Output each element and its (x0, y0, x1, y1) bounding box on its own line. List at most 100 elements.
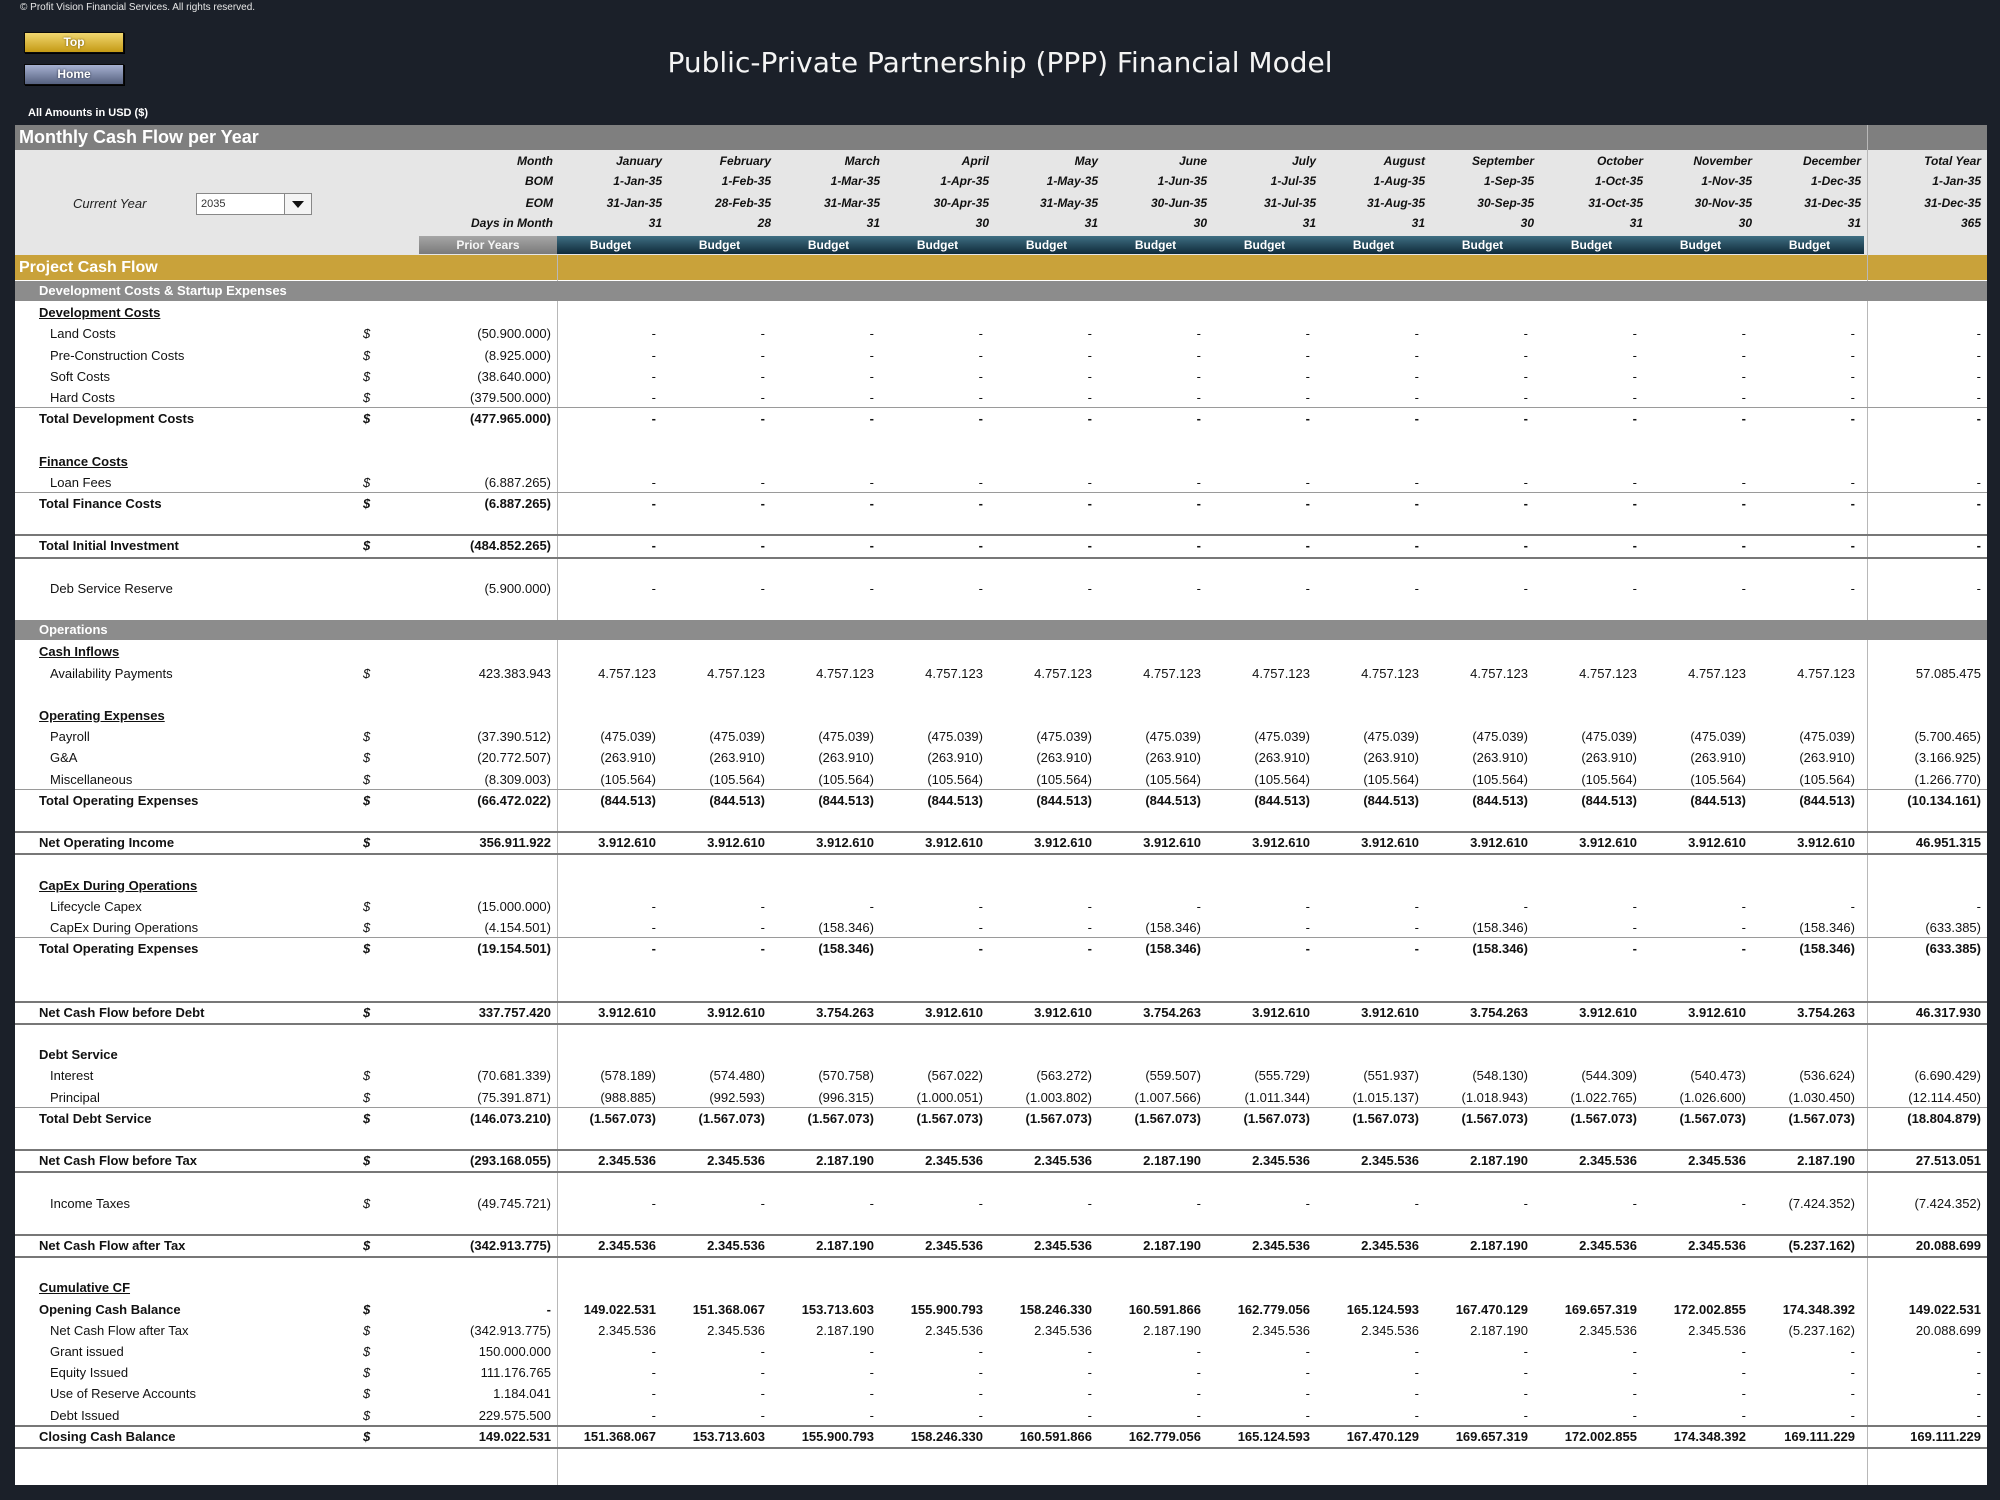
month-header-name: April (961, 154, 989, 168)
subsection-heading: CapEx During Operations (39, 877, 198, 893)
month-value: - (1523, 411, 1528, 427)
header-label: EOM (525, 196, 553, 210)
currency-symbol: $ (363, 898, 371, 914)
month-value: 4.757.123 (1688, 665, 1746, 681)
currency-symbol: $ (363, 368, 371, 384)
prior-years-value: (484.852.265) (470, 538, 551, 554)
month-value: (105.564) (1145, 771, 1201, 787)
month-value: - (760, 920, 765, 935)
currency-symbol: $ (363, 1407, 371, 1423)
month-value: 155.900.793 (910, 1301, 983, 1317)
prior-years-value: (6.887.265) (484, 474, 552, 490)
month-value: (844.513) (927, 792, 983, 808)
cash-flow-sheet: Monthly Cash Flow per Year Current Year … (15, 125, 1987, 1485)
month-value: - (1741, 368, 1746, 384)
total-year-value: - (1976, 898, 1981, 914)
total-year-value: (633.385) (1925, 941, 1981, 957)
month-value: - (1741, 538, 1746, 554)
month-value: - (760, 411, 765, 427)
month-value: 3.912.610 (1361, 835, 1419, 851)
month-value: 3.912.610 (1579, 835, 1637, 851)
month-value: - (1305, 898, 1310, 914)
total-year-value: - (1976, 368, 1981, 384)
month-header-name: August (1383, 154, 1425, 168)
month-value: (475.039) (927, 729, 983, 745)
month-value: 169.111.229 (1784, 1428, 1855, 1444)
row-label: Use of Reserve Accounts (50, 1386, 196, 1402)
month-value: - (1632, 390, 1637, 405)
month-value: (1.018.943) (1461, 1089, 1529, 1105)
month-header-bom: 1-Apr-35 (940, 174, 989, 188)
month-header-eom: 31-Jan-35 (606, 196, 662, 210)
total-year-value: - (1976, 580, 1981, 596)
month-value: 2.187.190 (816, 1322, 874, 1338)
month-value: 3.912.610 (1034, 835, 1092, 851)
month-value: - (1741, 1407, 1746, 1423)
month-value: (574.480) (709, 1068, 765, 1084)
month-value: 2.345.536 (1361, 1238, 1419, 1253)
total-year-value: 20.088.699 (1915, 1322, 1981, 1338)
month-value: (1.022.765) (1570, 1089, 1638, 1105)
month-value: - (1196, 898, 1201, 914)
month-value: - (1523, 898, 1528, 914)
month-value: - (1850, 538, 1855, 554)
month-value: - (1305, 474, 1310, 490)
home-button[interactable]: Home (24, 64, 124, 85)
month-value: - (1523, 1407, 1528, 1423)
month-value: - (978, 898, 983, 914)
month-value: 3.912.610 (1688, 1004, 1746, 1020)
month-value: - (1414, 1195, 1419, 1211)
month-value: - (1305, 368, 1310, 384)
total-year-value: (6.690.429) (1914, 1068, 1982, 1084)
month-value: - (978, 347, 983, 363)
prior-years-value: (4.154.501) (484, 920, 552, 935)
row-label: Closing Cash Balance (39, 1428, 176, 1444)
month-value: 2.345.536 (925, 1153, 983, 1169)
month-value: - (760, 496, 765, 511)
month-value: - (1196, 496, 1201, 511)
month-value: (567.022) (927, 1068, 983, 1084)
month-value: - (1196, 580, 1201, 596)
month-value: - (1087, 580, 1092, 596)
month-value: - (1087, 1344, 1092, 1359)
currency-symbol: $ (363, 1344, 371, 1359)
month-value: - (869, 390, 874, 405)
month-header-eom: 31-Aug-35 (1366, 196, 1425, 210)
month-value: - (1632, 538, 1637, 554)
prior-years-value: (342.913.775) (470, 1238, 551, 1253)
currency-symbol: $ (363, 771, 371, 787)
total-year-value: - (1976, 347, 1981, 363)
currency-symbol: $ (363, 326, 371, 342)
month-header-eom: 30-Nov-35 (1694, 196, 1752, 210)
month-value: (1.567.073) (1352, 1110, 1420, 1126)
month-value: - (651, 580, 656, 596)
month-value: (263.910) (927, 750, 983, 766)
month-value: - (869, 538, 874, 554)
total-year-value: (1.266.770) (1914, 771, 1982, 787)
month-value: - (1632, 920, 1637, 935)
month-value: - (1087, 941, 1092, 957)
month-value: 4.757.123 (925, 665, 983, 681)
chevron-down-icon[interactable] (284, 194, 311, 214)
month-value: 169.657.319 (1564, 1301, 1637, 1317)
month-value: (475.039) (1036, 729, 1092, 745)
top-button[interactable]: Top (24, 32, 124, 53)
month-value: - (1196, 1344, 1201, 1359)
row-label: Net Operating Income (39, 835, 175, 851)
month-value: 3.912.610 (1361, 1004, 1419, 1020)
month-value: (263.910) (709, 750, 765, 766)
month-value: (1.567.073) (1134, 1110, 1202, 1126)
month-value: - (869, 347, 874, 363)
month-value: (844.513) (1145, 792, 1201, 808)
month-value: - (1196, 1386, 1201, 1402)
month-value: (1.567.073) (589, 1110, 657, 1126)
month-value: (158.346) (1145, 941, 1201, 957)
total-year-value: (633.385) (1925, 920, 1981, 935)
current-year-select[interactable]: 2035 (196, 193, 312, 215)
month-value: - (651, 496, 656, 511)
month-header-days: 30 (1738, 216, 1752, 230)
total-year-header-name: Total Year (1924, 154, 1981, 168)
current-year-label: Current Year (73, 196, 147, 211)
subsection-heading: Cash Inflows (39, 644, 120, 660)
row-divider (15, 1106, 1987, 1108)
